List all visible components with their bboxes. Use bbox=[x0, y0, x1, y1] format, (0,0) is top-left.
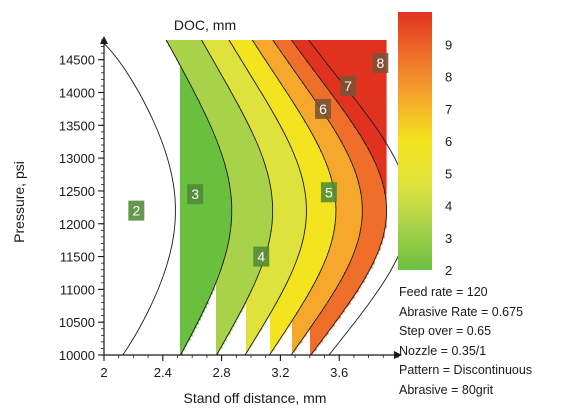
contour-line bbox=[228, 40, 307, 355]
chart-title: DOC, mm bbox=[174, 17, 236, 33]
colorbar: 2 3 4 5 6 7 8 9 bbox=[398, 12, 452, 278]
contour-lines bbox=[104, 40, 398, 355]
contour-label: 8 bbox=[372, 52, 389, 73]
contour-label: 4 bbox=[253, 246, 270, 267]
y-tick-label: 11000 bbox=[60, 282, 95, 297]
contour-line bbox=[104, 42, 176, 355]
y-tick-label: 10000 bbox=[59, 348, 95, 363]
contour-label: 6 bbox=[315, 98, 332, 119]
colorbar-tick-label: 9 bbox=[445, 37, 452, 52]
colorbar-tick-label: 4 bbox=[445, 199, 452, 214]
colorbar-tick-label: 3 bbox=[445, 231, 452, 246]
colorbar-tick-label: 7 bbox=[445, 102, 452, 117]
settings-notes: Feed rate = 120 Abrasive Rate = 0.675 St… bbox=[399, 283, 532, 401]
y-axis-label: Pressure, psi bbox=[11, 161, 27, 243]
colorbar-gradient bbox=[398, 12, 432, 270]
contour-line bbox=[290, 40, 388, 355]
contour-label: 5 bbox=[320, 182, 337, 203]
svg-text:2: 2 bbox=[132, 203, 140, 219]
x-tick-label: 2.8 bbox=[213, 365, 231, 380]
y-tick-label: 11500 bbox=[60, 250, 95, 265]
setting-abrasive-rate: Abrasive Rate = 0.675 bbox=[399, 304, 524, 319]
y-tick-label: 13500 bbox=[59, 118, 95, 133]
svg-text:3: 3 bbox=[191, 186, 199, 202]
colorbar-tick-label: 8 bbox=[445, 70, 452, 85]
svg-text:6: 6 bbox=[319, 101, 327, 117]
colorbar-tick-label: 2 bbox=[445, 263, 452, 278]
x-axis-label: Stand off distance, mm bbox=[184, 390, 327, 406]
setting-pattern: Pattern = Discontinuous bbox=[399, 363, 533, 378]
x-tick-label: 2 bbox=[100, 365, 107, 380]
contour-label: 7 bbox=[340, 75, 357, 96]
contour-label: 2 bbox=[128, 200, 145, 221]
contour-line bbox=[272, 40, 363, 355]
setting-feed-rate: Feed rate = 120 bbox=[399, 285, 488, 299]
svg-text:7: 7 bbox=[344, 78, 352, 94]
svg-text:8: 8 bbox=[376, 55, 384, 71]
axes: 2 2.4 2.8 3.2 3.6 10000 10500 11000 11500 12000 12… bbox=[59, 36, 402, 380]
setting-step-over: Step over = 0.65 bbox=[399, 324, 492, 339]
svg-text:5: 5 bbox=[325, 184, 333, 200]
y-tick-label: 14500 bbox=[59, 53, 95, 68]
y-tick-label: 14000 bbox=[59, 86, 95, 101]
colorbar-tick-label: 6 bbox=[445, 134, 452, 149]
setting-abrasive: Abrasive = 80grit bbox=[399, 382, 494, 397]
contour-label: 3 bbox=[187, 184, 204, 205]
plot-area: 2 3 4 5 6 7 8 bbox=[104, 40, 398, 355]
y-tick-label: 12500 bbox=[59, 184, 95, 199]
x-tick-label: 3.6 bbox=[330, 365, 348, 380]
colorbar-tick-label: 5 bbox=[445, 166, 452, 181]
y-tick-label: 10500 bbox=[59, 315, 95, 330]
svg-text:4: 4 bbox=[257, 249, 265, 265]
x-tick-label: 2.4 bbox=[154, 365, 172, 380]
setting-nozzle: Nozzle = 0.35/1 bbox=[399, 343, 487, 358]
contour-fill bbox=[166, 40, 387, 355]
contour-line bbox=[165, 40, 233, 355]
x-tick-label: 3.2 bbox=[271, 365, 289, 380]
y-tick-label: 13000 bbox=[59, 151, 95, 166]
y-tick-label: 12000 bbox=[59, 217, 95, 232]
contour-line bbox=[201, 40, 274, 355]
